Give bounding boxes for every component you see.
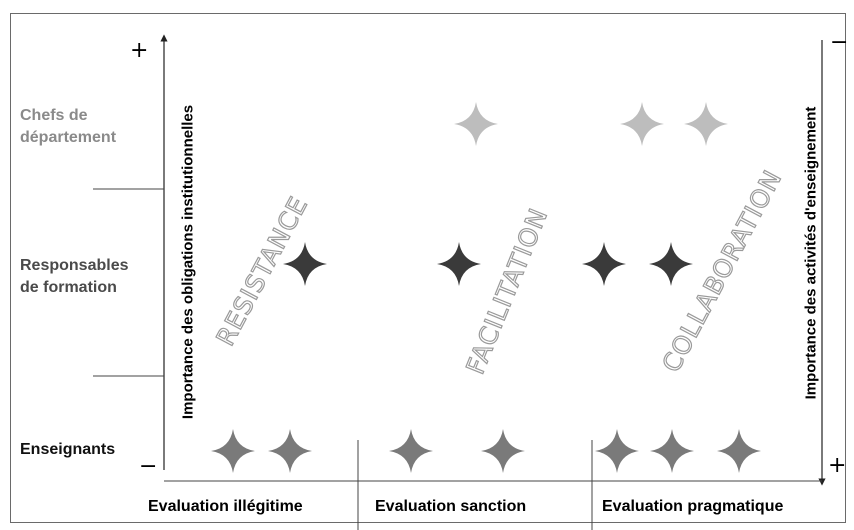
left-axis-plus: + bbox=[130, 38, 149, 63]
star-enseignants-pragmatique bbox=[595, 429, 639, 473]
star-enseignants-illegitime bbox=[211, 429, 255, 473]
row-label-chefs: Chefs de département bbox=[20, 107, 117, 146]
column-label-pragmatique: Evaluation pragmatique bbox=[602, 498, 784, 515]
row-label-responsables: Responsables de formation bbox=[20, 257, 129, 296]
star-enseignants-pragmatique bbox=[717, 429, 761, 473]
right-axis-minus: − bbox=[830, 30, 849, 55]
star-responsables-pragmatique bbox=[582, 242, 626, 286]
right-axis-plus: + bbox=[828, 453, 847, 478]
star-enseignants-sanction bbox=[481, 429, 525, 473]
row-label-enseignants: Enseignants bbox=[20, 441, 116, 458]
star-responsables-sanction bbox=[437, 242, 481, 286]
star-responsables-illegitime bbox=[283, 242, 327, 286]
figure-frame bbox=[10, 13, 846, 523]
column-label-illegitime: Evaluation illégitime bbox=[148, 498, 303, 515]
star-chefs-pragmatique bbox=[684, 102, 728, 146]
left-axis-minus: − bbox=[139, 454, 158, 479]
star-responsables-pragmatique bbox=[649, 242, 693, 286]
star-chefs-sanction bbox=[454, 102, 498, 146]
star-enseignants-pragmatique bbox=[650, 429, 694, 473]
star-chefs-pragmatique bbox=[620, 102, 664, 146]
star-enseignants-sanction bbox=[389, 429, 433, 473]
column-label-sanction: Evaluation sanction bbox=[375, 498, 527, 515]
star-enseignants-illegitime bbox=[268, 429, 312, 473]
